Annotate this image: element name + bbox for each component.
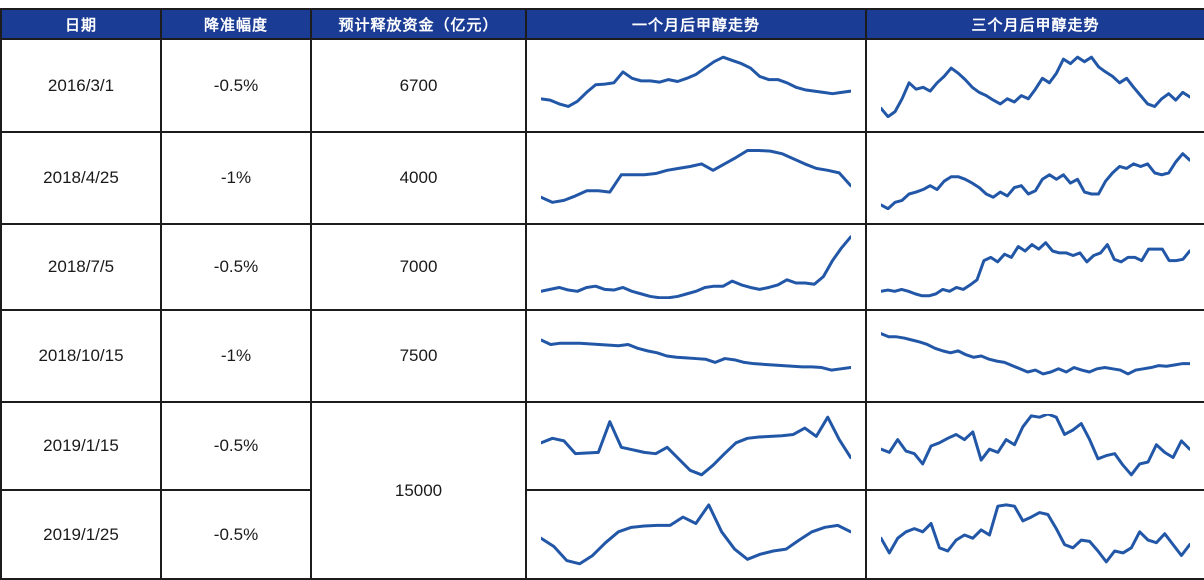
sparkline-3m-chart — [881, 146, 1190, 210]
header-row: 日期 降准幅度 预计释放资金（亿元） 一个月后甲醇走势 三个月后甲醇走势 — [0, 8, 1204, 40]
sparkline-cell-3m — [865, 38, 1204, 133]
table-header: 日期 降准幅度 预计释放资金（亿元） 一个月后甲醇走势 三个月后甲醇走势 — [0, 8, 1204, 40]
cut-cell: -0.5% — [160, 38, 312, 133]
sparkline-1m-chart — [541, 54, 851, 118]
header-trend-3m: 三个月后甲醇走势 — [865, 8, 1204, 40]
header-trend-1m: 一个月后甲醇走势 — [525, 8, 867, 40]
funds-cell: 7000 — [310, 223, 527, 311]
date-cell: 2019/1/25 — [0, 489, 162, 580]
cut-cell: -0.5% — [160, 223, 312, 311]
sparkline-1m-chart — [541, 414, 851, 478]
date-cell: 2018/10/15 — [0, 309, 162, 403]
funds-cell: 7500 — [310, 309, 527, 403]
sparkline-3m-chart — [881, 235, 1190, 299]
rrr-cut-methanol-table: 日期 降准幅度 预计释放资金（亿元） 一个月后甲醇走势 三个月后甲醇走势 201… — [0, 8, 1204, 580]
sparkline-1m-chart — [541, 503, 851, 567]
sparkline-3m-chart — [881, 324, 1190, 388]
header-date: 日期 — [0, 8, 162, 40]
cut-cell: -1% — [160, 309, 312, 403]
date-cell: 2016/3/1 — [0, 38, 162, 133]
header-cut: 降准幅度 — [160, 8, 312, 40]
cut-cell: -0.5% — [160, 401, 312, 491]
sparkline-cell-3m — [865, 223, 1204, 311]
table-row: 2019/1/25 -0.5% — [0, 489, 1204, 580]
sparkline-cell-1m — [525, 489, 867, 580]
sparkline-1m-chart — [541, 235, 851, 299]
sparkline-cell-1m — [525, 309, 867, 403]
funds-cell-merged: 15000 — [310, 401, 527, 580]
table-row: 2018/10/15 -1% 7500 — [0, 309, 1204, 403]
sparkline-cell-3m — [865, 401, 1204, 491]
table-row: 2016/3/1 -0.5% 6700 — [0, 38, 1204, 133]
cut-cell: -0.5% — [160, 489, 312, 580]
sparkline-cell-3m — [865, 309, 1204, 403]
sparkline-cell-3m — [865, 131, 1204, 225]
sparkline-1m-chart — [541, 324, 851, 388]
sparkline-3m-chart — [881, 54, 1190, 118]
sparkline-cell-1m — [525, 38, 867, 133]
funds-cell: 4000 — [310, 131, 527, 225]
table-row: 2019/1/15 -0.5% 15000 — [0, 401, 1204, 580]
sparkline-cell-1m — [525, 131, 867, 225]
sparkline-3m-chart — [881, 503, 1190, 567]
sparkline-3m-chart — [881, 414, 1190, 478]
funds-cell: 6700 — [310, 38, 527, 133]
date-cell: 2018/7/5 — [0, 223, 162, 311]
sparkline-cell-1m — [525, 401, 867, 491]
date-cell: 2019/1/15 — [0, 401, 162, 491]
sparkline-1m-chart — [541, 146, 851, 210]
cut-cell: -1% — [160, 131, 312, 225]
header-funds: 预计释放资金（亿元） — [310, 8, 527, 40]
sparkline-cell-1m — [525, 223, 867, 311]
table-body: 2016/3/1 -0.5% 6700 2018/4/25 -1% 4000 2… — [0, 38, 1204, 580]
date-cell: 2018/4/25 — [0, 131, 162, 225]
table-row: 2018/7/5 -0.5% 7000 — [0, 223, 1204, 311]
sparkline-cell-3m — [865, 489, 1204, 580]
table-row: 2018/4/25 -1% 4000 — [0, 131, 1204, 225]
